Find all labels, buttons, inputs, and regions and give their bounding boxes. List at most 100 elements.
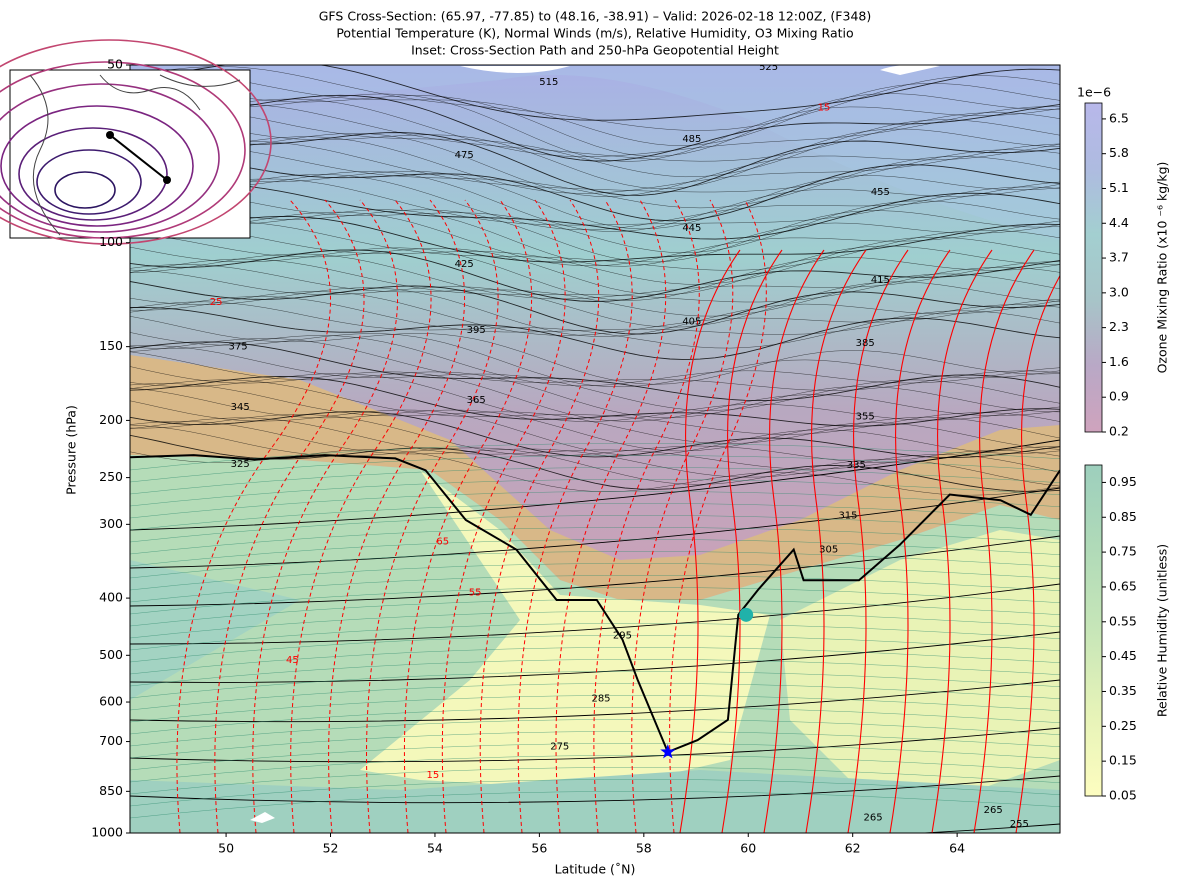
dry-region [360,470,770,790]
wind-contour [366,199,499,833]
contour-label: 315 [838,511,857,522]
contour-label: 295 [613,631,632,642]
rh-contour [130,683,1060,711]
theta-contour [130,424,1060,487]
rh-contour [130,563,1060,591]
colorbar-tick-label: 0.75 [1109,544,1137,559]
theta-contour [130,264,1060,317]
theta-contour [130,109,1060,178]
theta-contour [130,383,1060,444]
theta-contour [130,335,1060,387]
theta-contour [130,421,1060,478]
wind-contour [593,199,700,833]
theta-contour [130,103,1060,162]
x-axis-label: Latitude (˚N) [555,862,636,877]
wind-contour [805,249,867,833]
wind-contour [679,249,741,833]
colorbar-tick-label: 0.55 [1109,613,1137,628]
theta-contour [130,287,1060,337]
colorbar [1084,464,1103,797]
theta-contour [130,226,1060,285]
contour-label: 485 [682,134,701,145]
chart-title: Potential Temperature (K), Normal Winds … [336,26,853,41]
x-tick-label: 64 [949,841,965,856]
y-tick-label: 500 [99,647,123,662]
contour-label: 345 [231,402,250,413]
rh-contour [130,551,1060,579]
theta-contour [130,631,1060,683]
contour-label: 365 [467,395,486,406]
rh-contour [130,491,1060,519]
wind-contour [176,199,331,833]
colorbar-tick-label: 0.35 [1109,683,1137,698]
wind-contour [290,199,432,833]
theta-contour [130,183,1060,240]
rh-contour [130,467,1060,495]
theta-contour [130,535,1060,607]
rh-contour [130,779,1060,807]
wind-contour [973,249,1035,833]
inset-contour [18,127,168,221]
theta-contour [130,316,1060,385]
fields [130,65,1060,833]
rh-contour [130,503,1060,531]
theta-contour [130,414,1060,463]
theta-contour [130,133,1060,197]
inset-end [163,176,171,184]
colorbar-tick-label: 1.6 [1109,354,1129,369]
colorbar-offset: 1e−6 [1077,85,1111,100]
contour-label: 415 [871,275,890,286]
contour-label: 25 [210,297,223,308]
rh-contour [130,707,1060,735]
contour-label: 285 [591,694,610,705]
contour-label: 15 [818,102,831,113]
theta-contour [130,351,1060,418]
plot-frame [129,64,1061,834]
theta-contour [130,379,1060,435]
rh-contour [130,647,1060,675]
rh-contour [130,755,1060,783]
inset-contour [36,149,142,215]
contour-label: 525 [759,62,778,73]
theta-contour [130,94,1060,162]
x-tick-label: 60 [740,841,756,856]
colorbar-tick-label: 0.65 [1109,578,1137,593]
theta-contour [130,281,1060,335]
colorbar-tick-label: 6.5 [1109,110,1129,125]
inset-contour [0,105,194,227]
theta-contour [130,215,1060,263]
theta-contour [130,93,1060,162]
ozone-field [130,65,1060,240]
rh-contour [130,539,1060,567]
theta-contour [130,221,1060,271]
inset-path [109,134,168,181]
contour-label: 515 [539,77,558,88]
rh-contour [130,767,1060,795]
contour-label: 405 [682,317,701,328]
wind-contour [252,199,399,833]
y-tick-label: 50 [107,57,123,72]
theta-contour [130,387,1060,452]
contour-label: 65 [436,537,449,548]
wind-contour [931,249,993,833]
theta-contour [130,78,1060,157]
y-tick-label: 150 [99,338,123,353]
x-tick-label: 50 [218,841,234,856]
y-tick-label: 200 [99,412,123,427]
wind-contour [328,199,465,833]
contour-label: 255 [1010,819,1029,830]
y-tick-label: 100 [99,234,123,249]
rh-contour [130,731,1060,759]
wind-contour [631,199,734,833]
colorbar-tick-label: 0.45 [1109,648,1137,663]
rh-contour [130,515,1060,543]
colorbar-label: Ozone Mixing Ratio (x10 ⁻⁶ kg/kg) [1155,162,1170,374]
theta-contour [130,366,1060,422]
theta-contour [130,679,1060,723]
contour-label: 325 [231,459,250,470]
theta-contour [130,775,1060,804]
theta-contour [130,296,1060,335]
y-tick-label: 300 [99,516,123,531]
theta-contour [130,66,1060,131]
rh-contour [130,455,1060,483]
